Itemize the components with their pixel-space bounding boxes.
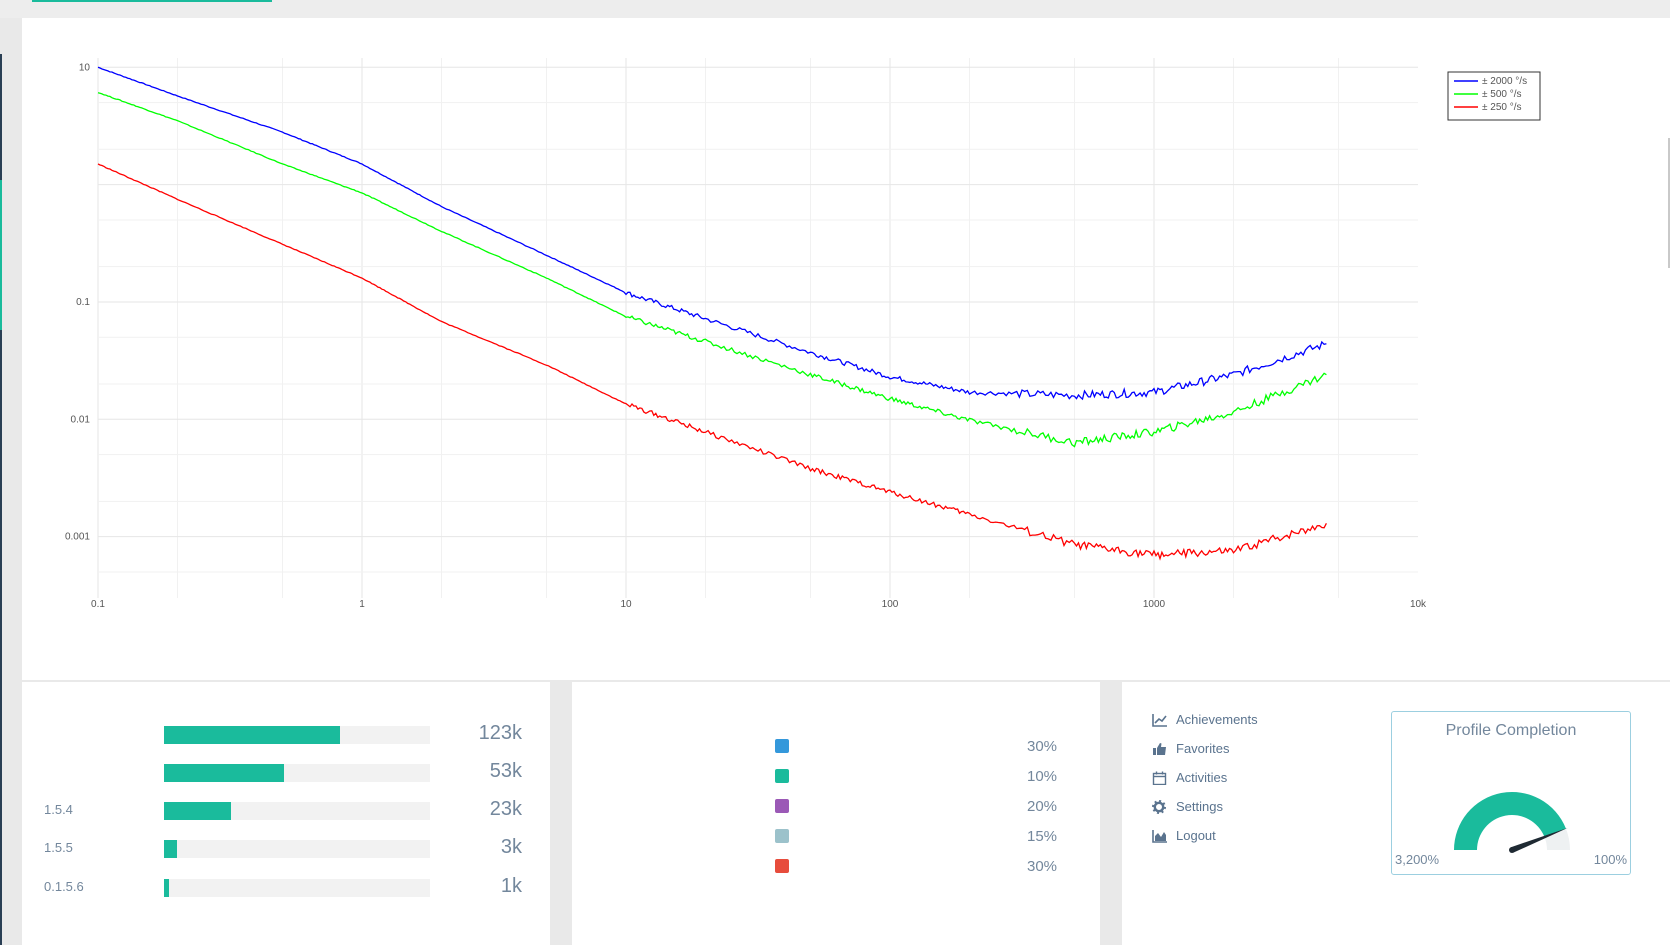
version-progress-track: [164, 764, 430, 782]
legend-swatch: [775, 739, 789, 753]
menu-label: Logout: [1176, 828, 1216, 843]
version-row: 123k: [22, 722, 550, 748]
x-tick-label: 100: [882, 599, 899, 610]
legend-box: [1447, 71, 1541, 121]
x-tick-label: 1: [359, 599, 365, 610]
series-line: [97, 163, 1327, 561]
version-progress-track: [164, 726, 430, 744]
legend-swatch: [775, 859, 789, 873]
chart-legend: ± 2000 °/s ± 500 °/s ± 250 °/s: [1447, 71, 1541, 121]
pie-legend-item: 20%: [572, 796, 1100, 818]
version-progress-track: [164, 840, 430, 858]
menu-label: Activities: [1176, 770, 1228, 785]
x-tick-label: 10k: [1410, 599, 1427, 610]
gauge-fill: [1454, 792, 1566, 850]
legend-percent: 30%: [1027, 738, 1058, 755]
x-tick-label: 1000: [1143, 599, 1166, 610]
legend-percent: 15%: [1027, 828, 1058, 845]
version-row: 53k: [22, 760, 550, 786]
legend-label: ± 500 °/s: [1482, 89, 1522, 100]
version-progress-fill: [164, 764, 284, 782]
scrollbar[interactable]: [1668, 138, 1670, 268]
version-progress-fill: [164, 726, 340, 744]
pie-legend-item: 30%: [572, 736, 1100, 758]
menu-label: Settings: [1176, 799, 1223, 814]
allan-deviation-chart-panel: 0.1 1 10 100 1000 10k 10 0.1 0.01 0.001 ± 2000 °/…: [22, 18, 1670, 680]
line-chart-icon: [1152, 714, 1167, 727]
gauge-needle: [1510, 827, 1568, 853]
device-usage-panel: 30% 10% 20% 15% 30%: [572, 682, 1100, 945]
legend-swatch: [775, 799, 789, 813]
y-tick-label: 10: [79, 62, 91, 73]
legend-percent: 10%: [1027, 768, 1058, 785]
version-progress-fill: [164, 879, 170, 897]
pie-legend-item: 10%: [572, 766, 1100, 788]
sidebar-edge-accent: [0, 180, 2, 330]
pie-legend-item: 15%: [572, 826, 1100, 848]
version-value: 3k: [500, 836, 522, 858]
calendar-icon: [1152, 771, 1167, 785]
menu-label: Achievements: [1176, 712, 1258, 727]
version-label: 1.5.5: [44, 840, 73, 855]
version-value: 123k: [478, 722, 522, 744]
version-progress-track: [164, 879, 430, 897]
pie-legend-item: 30%: [572, 856, 1100, 878]
version-value: 53k: [489, 760, 522, 782]
version-progress-fill: [164, 840, 178, 858]
legend-swatch: [775, 829, 789, 843]
menu-label: Favorites: [1176, 741, 1230, 756]
legend-percent: 30%: [1027, 858, 1058, 875]
y-tick-label: 0.1: [76, 297, 90, 308]
y-tick-label: 0.001: [65, 532, 90, 543]
gear-icon: [1152, 800, 1166, 814]
legend-percent: 20%: [1027, 798, 1058, 815]
completion-gauge: [1454, 792, 1570, 853]
legend-swatch: [775, 769, 789, 783]
allan-deviation-chart: 0.1 1 10 100 1000 10k 10 0.1 0.01 0.001 ± 2000 °/…: [65, 58, 1541, 610]
gauge-min-label: 3,200%: [1395, 852, 1440, 867]
sidebar-edge: [0, 54, 2, 945]
version-progress-fill: [164, 802, 231, 820]
top-bar-accent: [32, 0, 272, 2]
version-value: 23k: [489, 798, 522, 820]
version-label: 1.5.4: [44, 802, 73, 817]
thumbs-up-icon: [1153, 743, 1166, 755]
series-line: [97, 92, 1327, 448]
version-row: 1.5.5 3k: [22, 836, 550, 862]
version-row: 0.1.5.6 1k: [22, 875, 550, 901]
gauge-hub: [1509, 847, 1515, 853]
version-label: 0.1.5.6: [44, 879, 84, 894]
y-tick-label: 0.01: [71, 414, 91, 425]
gauge-max-label: 100%: [1593, 852, 1627, 867]
version-row: 1.5.4 23k: [22, 798, 550, 824]
legend-label: ± 2000 °/s: [1482, 76, 1527, 87]
x-tick-label: 0.1: [91, 599, 105, 610]
version-progress-track: [164, 802, 430, 820]
app-versions-panel: 123k 53k 1.5.4 23k 1.5.5 3k 0.1.5.6 1k: [22, 682, 550, 945]
legend-label: ± 250 °/s: [1482, 102, 1522, 113]
series-line: [97, 66, 1327, 401]
area-chart-icon: [1152, 830, 1167, 843]
x-tick-label: 10: [620, 599, 632, 610]
version-value: 1k: [500, 875, 522, 897]
card-title: Profile Completion: [1445, 722, 1577, 739]
top-bar: [0, 0, 1670, 18]
profile-completion-card: Profile Completion 3,200% 100%: [1391, 711, 1631, 875]
